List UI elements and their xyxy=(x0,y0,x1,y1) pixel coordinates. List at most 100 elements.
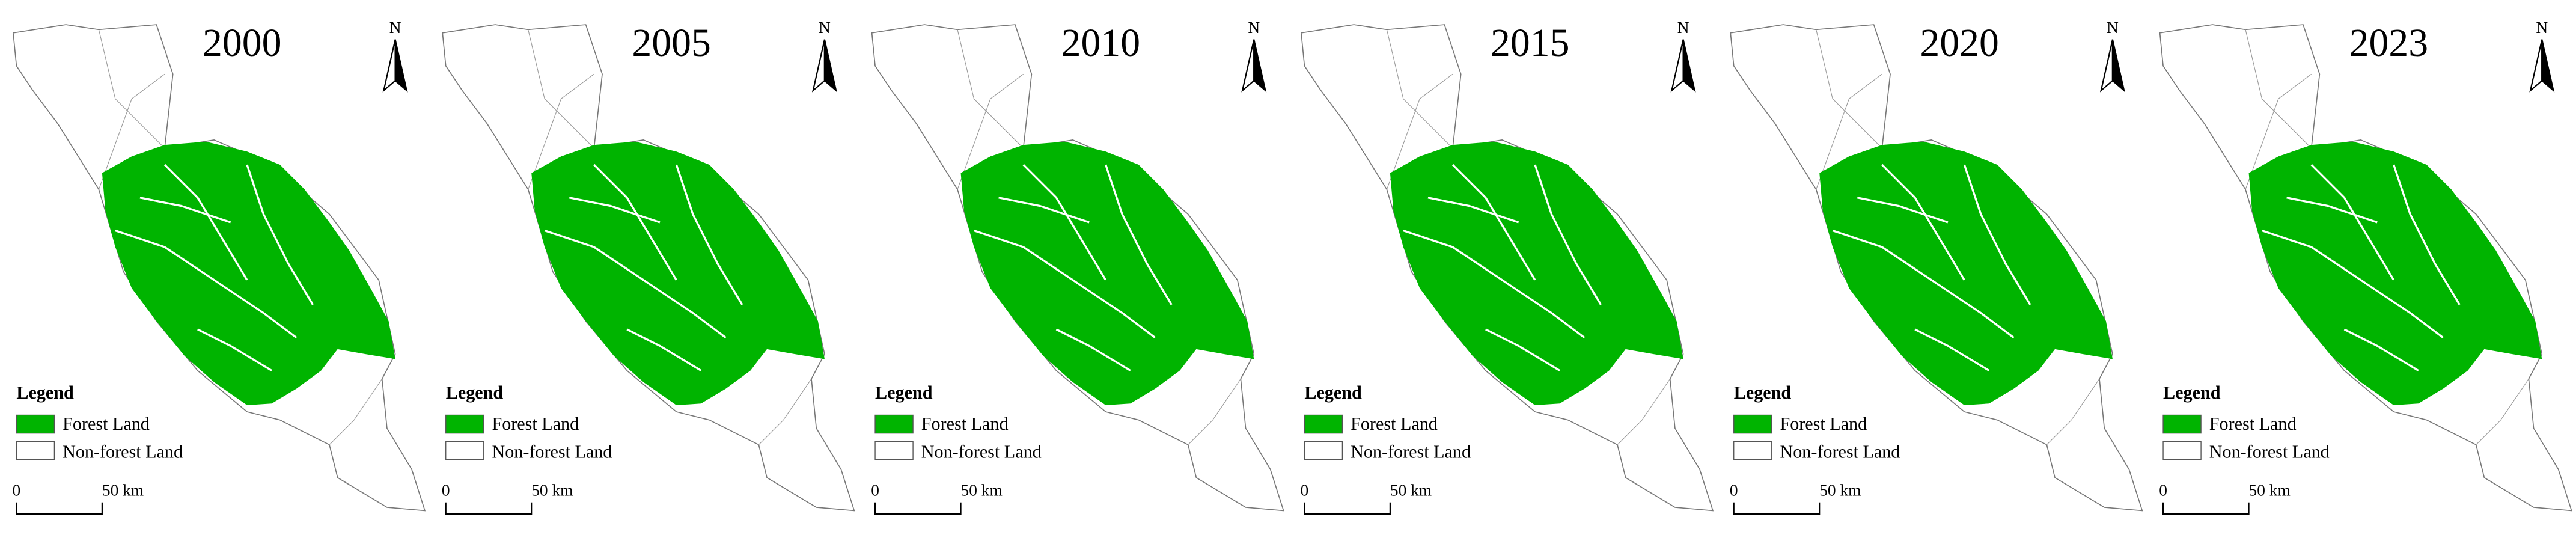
forest-area xyxy=(102,141,395,406)
panel-year: 2020 xyxy=(1920,21,1999,65)
legend-title: Legend xyxy=(446,382,504,403)
north-label: N xyxy=(389,19,401,37)
scale-start: 0 xyxy=(2159,481,2167,500)
panel-year: 2023 xyxy=(2349,21,2429,65)
legend-swatch-nonforest xyxy=(1304,441,1343,460)
legend-swatch-nonforest xyxy=(445,441,484,460)
scale-bar xyxy=(2162,502,2250,515)
legend-item: Non-forest Land xyxy=(1351,442,1471,462)
river xyxy=(1427,197,1519,224)
legend-swatch-nonforest xyxy=(2162,441,2202,460)
panel-year: 2010 xyxy=(1061,21,1140,65)
legend-swatch-nonforest xyxy=(16,441,55,460)
legend-item: Forest Land xyxy=(1351,414,1438,434)
panel-year: 2005 xyxy=(632,21,711,65)
legend-item: Forest Land xyxy=(921,414,1009,434)
panel-year: 2000 xyxy=(203,21,282,65)
river xyxy=(1403,230,1586,339)
north-label: N xyxy=(819,19,831,37)
north-arrow-right xyxy=(394,39,408,93)
legend-item: Forest Land xyxy=(2209,414,2297,434)
legend-swatch-forest xyxy=(2162,414,2202,434)
scale-end: 50 km xyxy=(961,481,1003,500)
river xyxy=(675,164,743,305)
north-arrow-left xyxy=(2099,39,2114,93)
scale-bar xyxy=(1733,502,1821,515)
legend-item: Forest Land xyxy=(1780,414,1867,434)
map-panel: 2020 N Legend Forest Land Non-forest Land 0 50… xyxy=(1730,19,2143,515)
legend-swatch-forest xyxy=(1733,414,1772,434)
river xyxy=(1485,328,1560,371)
forest-area xyxy=(960,141,1254,406)
boundary-line xyxy=(2046,378,2100,445)
north-arrow-right xyxy=(1682,39,1696,93)
river xyxy=(593,164,677,281)
boundary-line xyxy=(957,29,1024,148)
north-label: N xyxy=(2536,19,2548,37)
north-arrow-left xyxy=(382,39,396,93)
legend-swatch-forest xyxy=(1304,414,1343,434)
boundary-line xyxy=(1188,378,1241,445)
river xyxy=(1963,164,2031,305)
river xyxy=(115,230,298,339)
river xyxy=(973,230,1156,339)
scale-start: 0 xyxy=(442,481,450,500)
river xyxy=(1451,164,1536,281)
north-arrow-left xyxy=(1241,39,1255,93)
map-panel: 2000 N Legend Forest Land Non-forest Land 0 50… xyxy=(13,19,426,515)
scale-bar xyxy=(1304,502,1391,515)
panel-year: 2015 xyxy=(1491,21,1570,65)
scale-start: 0 xyxy=(871,481,879,500)
river xyxy=(569,197,661,224)
river xyxy=(2393,164,2461,305)
boundary-line xyxy=(758,378,812,445)
river xyxy=(1534,164,1602,305)
river xyxy=(544,230,727,339)
legend-item: Non-forest Land xyxy=(2209,442,2330,462)
legend-item: Non-forest Land xyxy=(63,442,183,462)
map-panel: 2005 N Legend Forest Land Non-forest Land 0 50… xyxy=(442,19,855,515)
map-panel: 2023 N Legend Forest Land Non-forest Land 0 50… xyxy=(2159,19,2572,515)
legend-item: Forest Land xyxy=(63,414,150,434)
north-arrow-right xyxy=(2111,39,2125,93)
legend-item: Non-forest Land xyxy=(921,442,1042,462)
boundary-line xyxy=(2476,378,2529,445)
river xyxy=(1881,164,1965,281)
legend-title: Legend xyxy=(1734,382,1792,403)
legend-item: Forest Land xyxy=(492,414,579,434)
boundary-line xyxy=(2245,73,2312,190)
forest-area xyxy=(1390,141,1683,406)
scale-end: 50 km xyxy=(102,481,144,500)
river xyxy=(1914,328,1990,371)
legend-item: Non-forest Land xyxy=(492,442,612,462)
river xyxy=(626,328,702,371)
scale-end: 50 km xyxy=(1390,481,1432,500)
river xyxy=(1105,164,1173,305)
legend-title: Legend xyxy=(1304,382,1362,403)
boundary-line xyxy=(329,378,383,445)
river xyxy=(1022,164,1107,281)
legend-swatch-nonforest xyxy=(1733,441,1772,460)
boundary-line xyxy=(98,29,165,148)
scale-bar xyxy=(874,502,962,515)
scale-start: 0 xyxy=(13,481,21,500)
river xyxy=(2261,230,2444,339)
legend-title: Legend xyxy=(875,382,933,403)
north-label: N xyxy=(1677,19,1689,37)
boundary-line xyxy=(2245,29,2312,148)
scale-start: 0 xyxy=(1730,481,1738,500)
forest-area xyxy=(531,141,825,406)
north-arrow-right xyxy=(2541,39,2555,93)
legend-item: Non-forest Land xyxy=(1780,442,1900,462)
boundary-line xyxy=(98,73,165,190)
north-arrow-left xyxy=(2529,39,2543,93)
map-panel: 2010 N Legend Forest Land Non-forest Land 0 50… xyxy=(871,19,1284,515)
boundary-line xyxy=(528,73,594,190)
forest-area xyxy=(2248,141,2542,406)
north-arrow-right xyxy=(1253,39,1267,93)
legend-swatch-nonforest xyxy=(874,441,914,460)
legend-swatch-forest xyxy=(445,414,484,434)
river xyxy=(246,164,314,305)
boundary-line xyxy=(1816,73,1882,190)
river xyxy=(1832,230,2015,339)
